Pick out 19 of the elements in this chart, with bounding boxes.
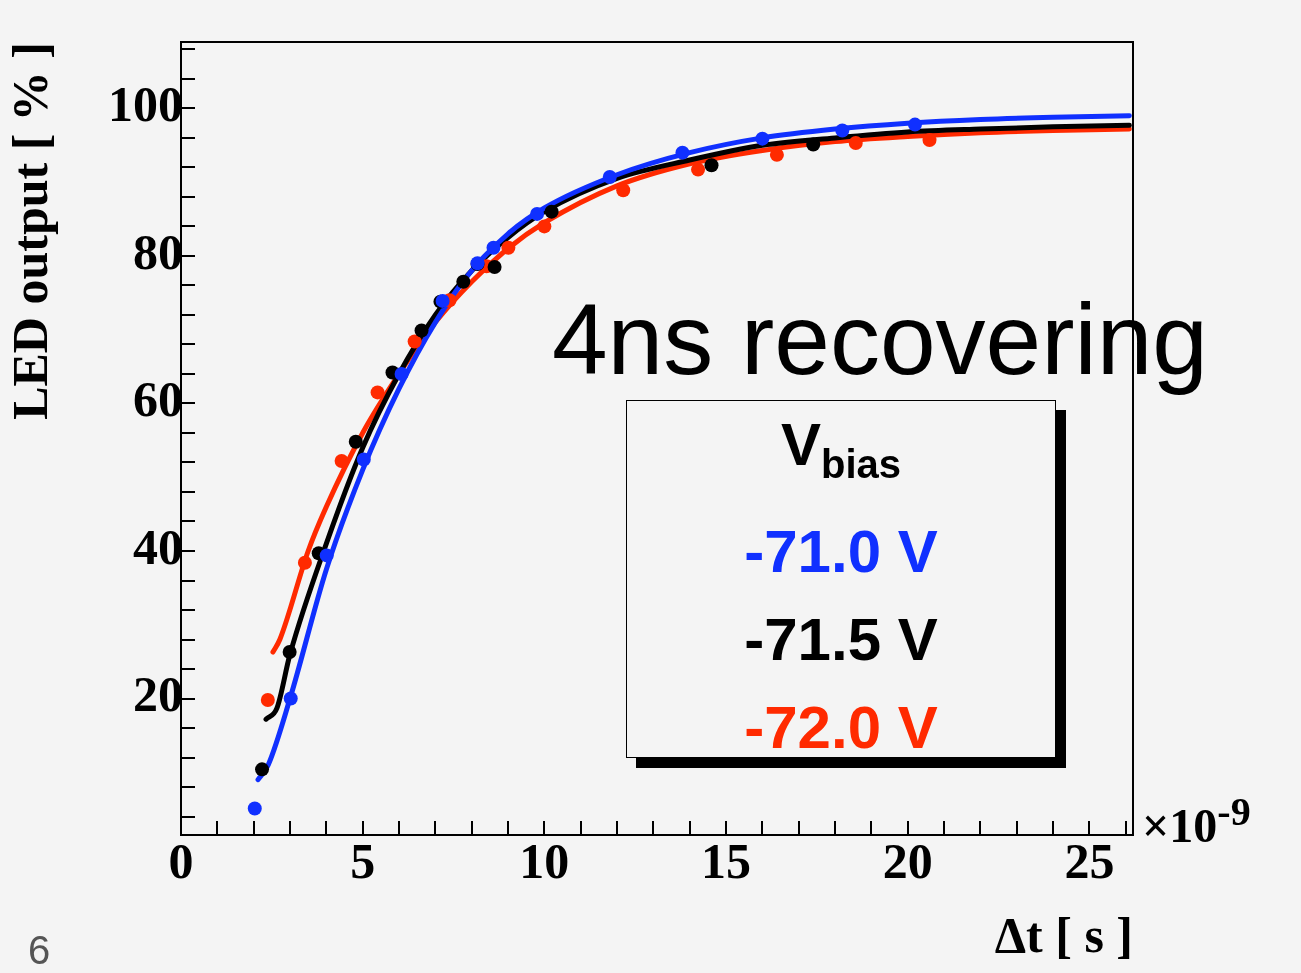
text: ×10$^{-9}$	[1142, 788, 1251, 853]
y-tick-label: 60	[133, 371, 183, 428]
x-tick-label: 25	[1064, 832, 1115, 889]
x-axis-title: Δt [ s ]	[994, 906, 1133, 963]
x-tick-label: 20	[882, 832, 933, 889]
y-axis-title: LED output [ % ]	[1, 42, 58, 420]
text: 6	[28, 928, 51, 973]
x-tick-label: 5	[350, 832, 376, 889]
legend-title: V$_{bias}$	[779, 410, 903, 488]
y-tick-label: 100	[108, 76, 183, 133]
x-tick-label: 0	[168, 832, 194, 889]
y-tick-label: 40	[133, 518, 183, 575]
x-tick-label: 15	[701, 832, 752, 889]
text: -72.0 V	[743, 693, 939, 763]
text: -71.0 V	[743, 517, 939, 587]
y-tick-label: 80	[133, 223, 183, 280]
y-tick-label: 20	[133, 666, 183, 723]
text: -71.5 V	[743, 605, 939, 675]
x-tick-label: 10	[519, 832, 570, 889]
